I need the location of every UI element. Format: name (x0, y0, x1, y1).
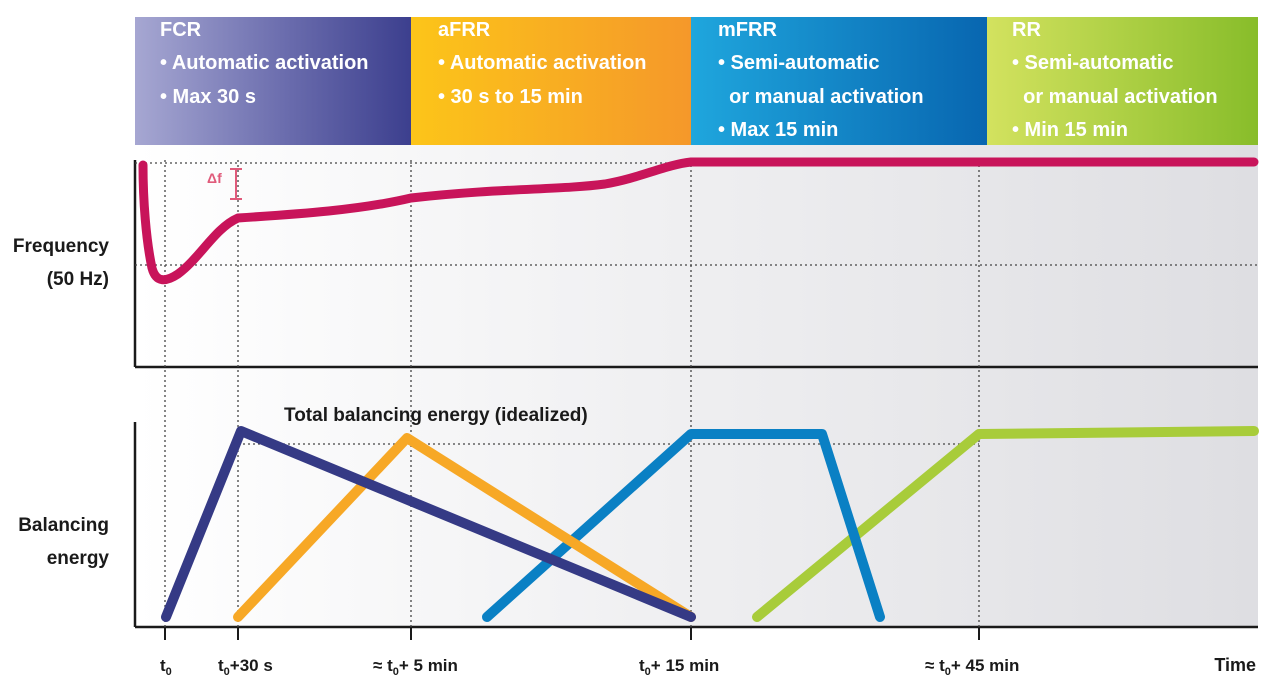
mfrr-line-3: • Max 15 min (718, 119, 838, 141)
balancing-label-line-1: Balancing (18, 515, 109, 536)
balancing-label-line-2: energy (47, 548, 110, 569)
mfrr-band (691, 17, 987, 145)
mfrr-line-1: • Semi-automatic (718, 52, 879, 74)
frequency-curve (138, 157, 1259, 285)
frequency-label-line-1: Frequency (13, 236, 110, 257)
delta-f-marker (230, 168, 242, 200)
fcr-energy-line (161, 426, 696, 622)
mfrr-line-2: or manual activation (718, 86, 924, 108)
tick-label-t0-15min-sub: 0 (645, 666, 651, 678)
total-balancing-label: Total balancing energy (idealized) (284, 405, 588, 426)
tick-label-t0: t0 (160, 656, 172, 678)
afrr-energy-line (233, 433, 696, 622)
axes (133, 160, 1258, 629)
frequency-label-line-2: (50 Hz) (47, 269, 109, 290)
tick-label-t0-5min: ≈ t0+ 5 min (373, 656, 458, 678)
fcr-line-2: • Max 30 s (160, 86, 256, 108)
fcr-line-1: • Automatic activation (160, 52, 369, 74)
afrr-title: aFRR (438, 19, 491, 41)
tick-label-t0-5min-prefix: ≈ (373, 656, 387, 675)
fcr-title: FCR (160, 19, 202, 41)
tick-label-t0-30s-suffix: +30 s (230, 656, 273, 675)
tick-label-t0-30s-base: t (218, 656, 224, 675)
rr-line-1: • Semi-automatic (1012, 52, 1173, 74)
time-tick-marks (164, 627, 980, 640)
tick-label-t0-45min-suffix: + 45 min (951, 656, 1020, 675)
tick-label-t0-15min-base: t (639, 656, 645, 675)
tick-label-t0-45min-base: t (939, 656, 945, 675)
header-band: FCR • Automatic activation • Max 30 s aF… (135, 17, 1258, 145)
mfrr-title: mFRR (718, 19, 777, 41)
tick-label-t0-30s: t0+30 s (218, 656, 273, 678)
plot-background (135, 145, 1258, 627)
tick-label-t0-45min: ≈ t0+ 45 min (925, 656, 1019, 678)
tick-label-t0-5min-sub: 0 (393, 666, 399, 678)
tick-label-t0-45min-sub: 0 (945, 666, 951, 678)
afrr-band (411, 17, 691, 145)
afrr-line-2: • 30 s to 15 min (438, 86, 583, 108)
tick-label-t0-15min-suffix: + 15 min (651, 656, 720, 675)
time-axis-label: Time (1214, 655, 1256, 675)
mfrr-energy-line (482, 429, 885, 622)
rr-energy-line (752, 426, 1259, 622)
tick-label-t0-45min-prefix: ≈ (925, 656, 939, 675)
rr-band (987, 17, 1258, 145)
tick-label-t0-5min-suffix: + 5 min (399, 656, 458, 675)
tick-label-t0-5min-base: t (387, 656, 393, 675)
afrr-line-1: • Automatic activation (438, 52, 647, 74)
balancing-energy-lines (161, 426, 1259, 622)
tick-label-t0-base: t (160, 656, 166, 675)
tick-label-t0-30s-sub: 0 (224, 666, 230, 678)
rr-line-2: or manual activation (1012, 86, 1218, 108)
rr-title: RR (1012, 19, 1041, 41)
rr-line-3: • Min 15 min (1012, 119, 1128, 141)
tick-label-t0-sub: 0 (166, 666, 172, 678)
delta-f-label: Δf (207, 170, 222, 186)
tick-label-t0-15min: t0+ 15 min (639, 656, 719, 678)
fcr-band (135, 17, 411, 145)
